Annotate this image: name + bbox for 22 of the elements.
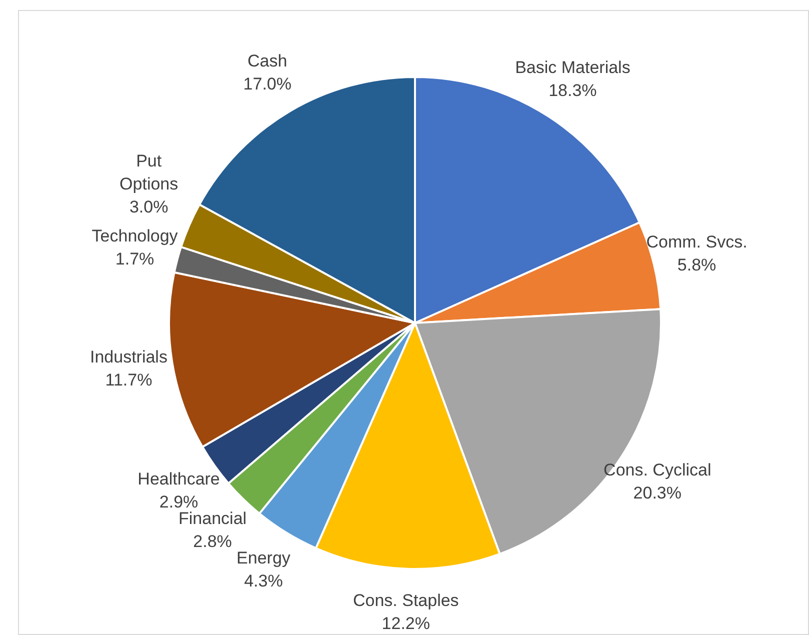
data-label: 2.9%	[159, 492, 198, 512]
data-label: 20.3%	[633, 483, 682, 502]
data-label: 1.7%	[115, 249, 154, 268]
data-label: 12.2%	[382, 614, 430, 634]
slice-label: Cons. Cyclical	[604, 460, 712, 480]
data-label: 17.0%	[243, 74, 292, 94]
data-label: 5.8%	[677, 256, 716, 275]
data-label: 11.7%	[105, 370, 152, 390]
data-label: 3.0%	[129, 198, 168, 217]
data-label: 4.3%	[244, 571, 283, 590]
slice-label: Industrials	[90, 347, 168, 366]
data-label: 2.8%	[193, 532, 232, 551]
slice-label: Energy	[236, 548, 291, 568]
slice-label: Technology	[92, 226, 178, 246]
slice-label: Comm. Svcs.	[646, 232, 748, 252]
slice-label: Put Options	[120, 152, 178, 194]
slice-label: Healthcare	[138, 469, 220, 488]
slice-label: Cash	[248, 52, 288, 71]
slice-label: Cons. Staples	[352, 591, 459, 610]
slice-label: Financial	[178, 508, 247, 528]
slice-label: Basic Materials	[515, 58, 630, 77]
data-label: 18.3%	[548, 80, 597, 100]
